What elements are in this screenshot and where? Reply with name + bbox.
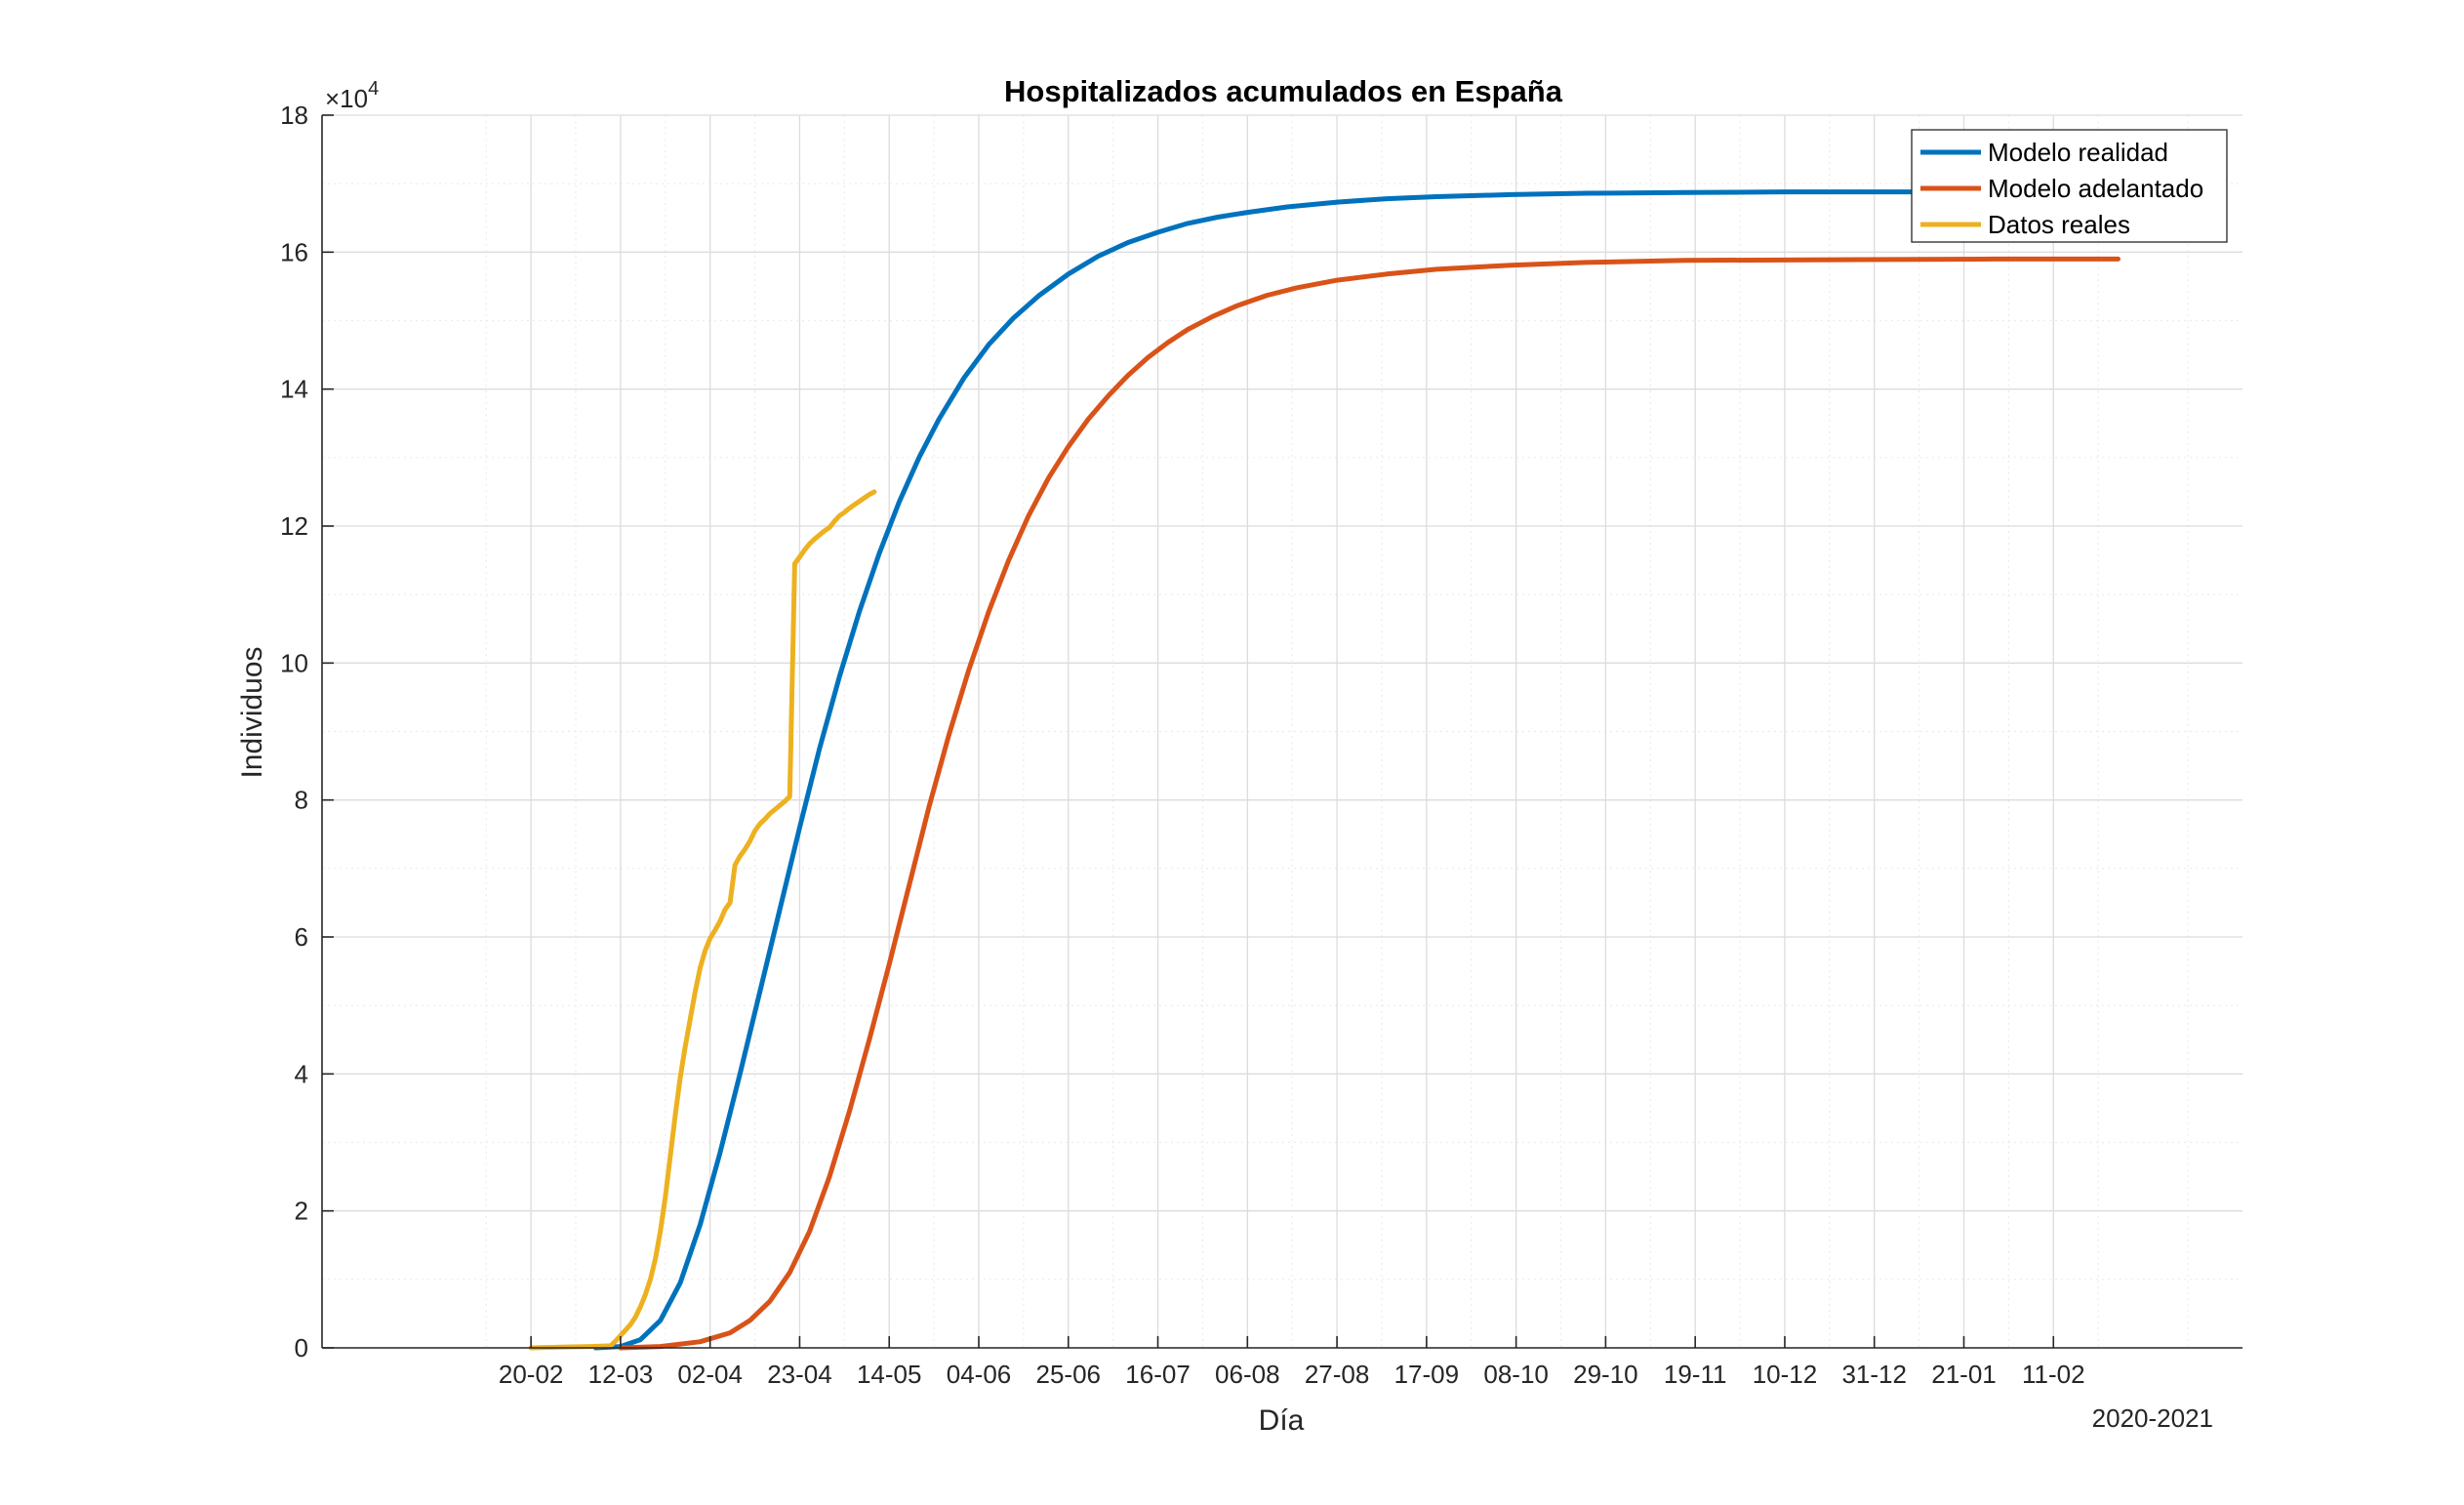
x-tick-label: 20-02 [499, 1360, 564, 1389]
x-tick-label: 31-12 [1841, 1360, 1907, 1389]
series-line-3 [528, 489, 877, 1351]
x-tick-label: 14-05 [857, 1360, 922, 1389]
y-tick-label: 16 [280, 237, 308, 266]
y-tick-label: 14 [280, 375, 308, 404]
y-tick-label: 10 [280, 648, 308, 677]
x-tick-label: 25-06 [1036, 1360, 1102, 1389]
x-tick-label: 04-06 [947, 1360, 1012, 1389]
x-tick-label: 16-07 [1125, 1360, 1191, 1389]
y-tick-label: 4 [295, 1059, 308, 1088]
x-tick-label: 12-03 [588, 1360, 654, 1389]
y-exponent-label: ×104 [325, 78, 379, 113]
y-tick-label: 2 [295, 1197, 308, 1226]
chart-title: Hospitalizados acumulados en España [1004, 74, 1563, 108]
y-exponent-base: ×10 [325, 84, 368, 113]
y-tick-label: 0 [295, 1333, 308, 1363]
legend: Modelo realidad Modelo adelantado Datos re… [1911, 129, 2228, 243]
x-tick-label: 06-08 [1215, 1360, 1280, 1389]
y-axis-label: Individuos [236, 646, 268, 778]
x-tick-label: 27-08 [1305, 1360, 1370, 1389]
x-tick-label: 23-04 [767, 1360, 832, 1389]
major-grid [322, 114, 2242, 1349]
x-tick-label: 19-11 [1664, 1360, 1727, 1389]
y-tick-label: 6 [295, 922, 308, 952]
x-tick-label: 02-04 [677, 1360, 743, 1389]
ticks-layer: 20-02 12-03 02-04 23-04 14-05 04-06 25-06 16-07… [280, 101, 2084, 1389]
legend-label-3: Datos reales [1988, 210, 2130, 239]
series-line-1 [592, 189, 2001, 1351]
x-tick-label: 11-02 [2022, 1360, 2085, 1389]
minor-grid [322, 115, 2242, 1348]
x-axis-note: 2020-2021 [2092, 1403, 2213, 1433]
y-tick-label: 8 [295, 786, 308, 815]
x-axis-label: Día [1259, 1404, 1305, 1437]
x-tick-label: 17-09 [1394, 1360, 1460, 1389]
series-layer [528, 189, 2121, 1351]
legend-label-2: Modelo adelantado [1988, 174, 2203, 203]
y-tick-label: 12 [280, 511, 308, 541]
x-tick-label: 08-10 [1483, 1360, 1549, 1389]
axes-layer [321, 115, 2242, 1349]
series-line-2 [618, 256, 2121, 1351]
y-exponent-power: 4 [368, 78, 379, 100]
y-tick-label: 18 [280, 101, 308, 130]
x-tick-label: 29-10 [1573, 1360, 1638, 1389]
legend-label-1: Modelo realidad [1988, 138, 2168, 167]
x-tick-label: 10-12 [1753, 1360, 1818, 1389]
x-tick-label: 21-01 [1931, 1360, 1997, 1389]
